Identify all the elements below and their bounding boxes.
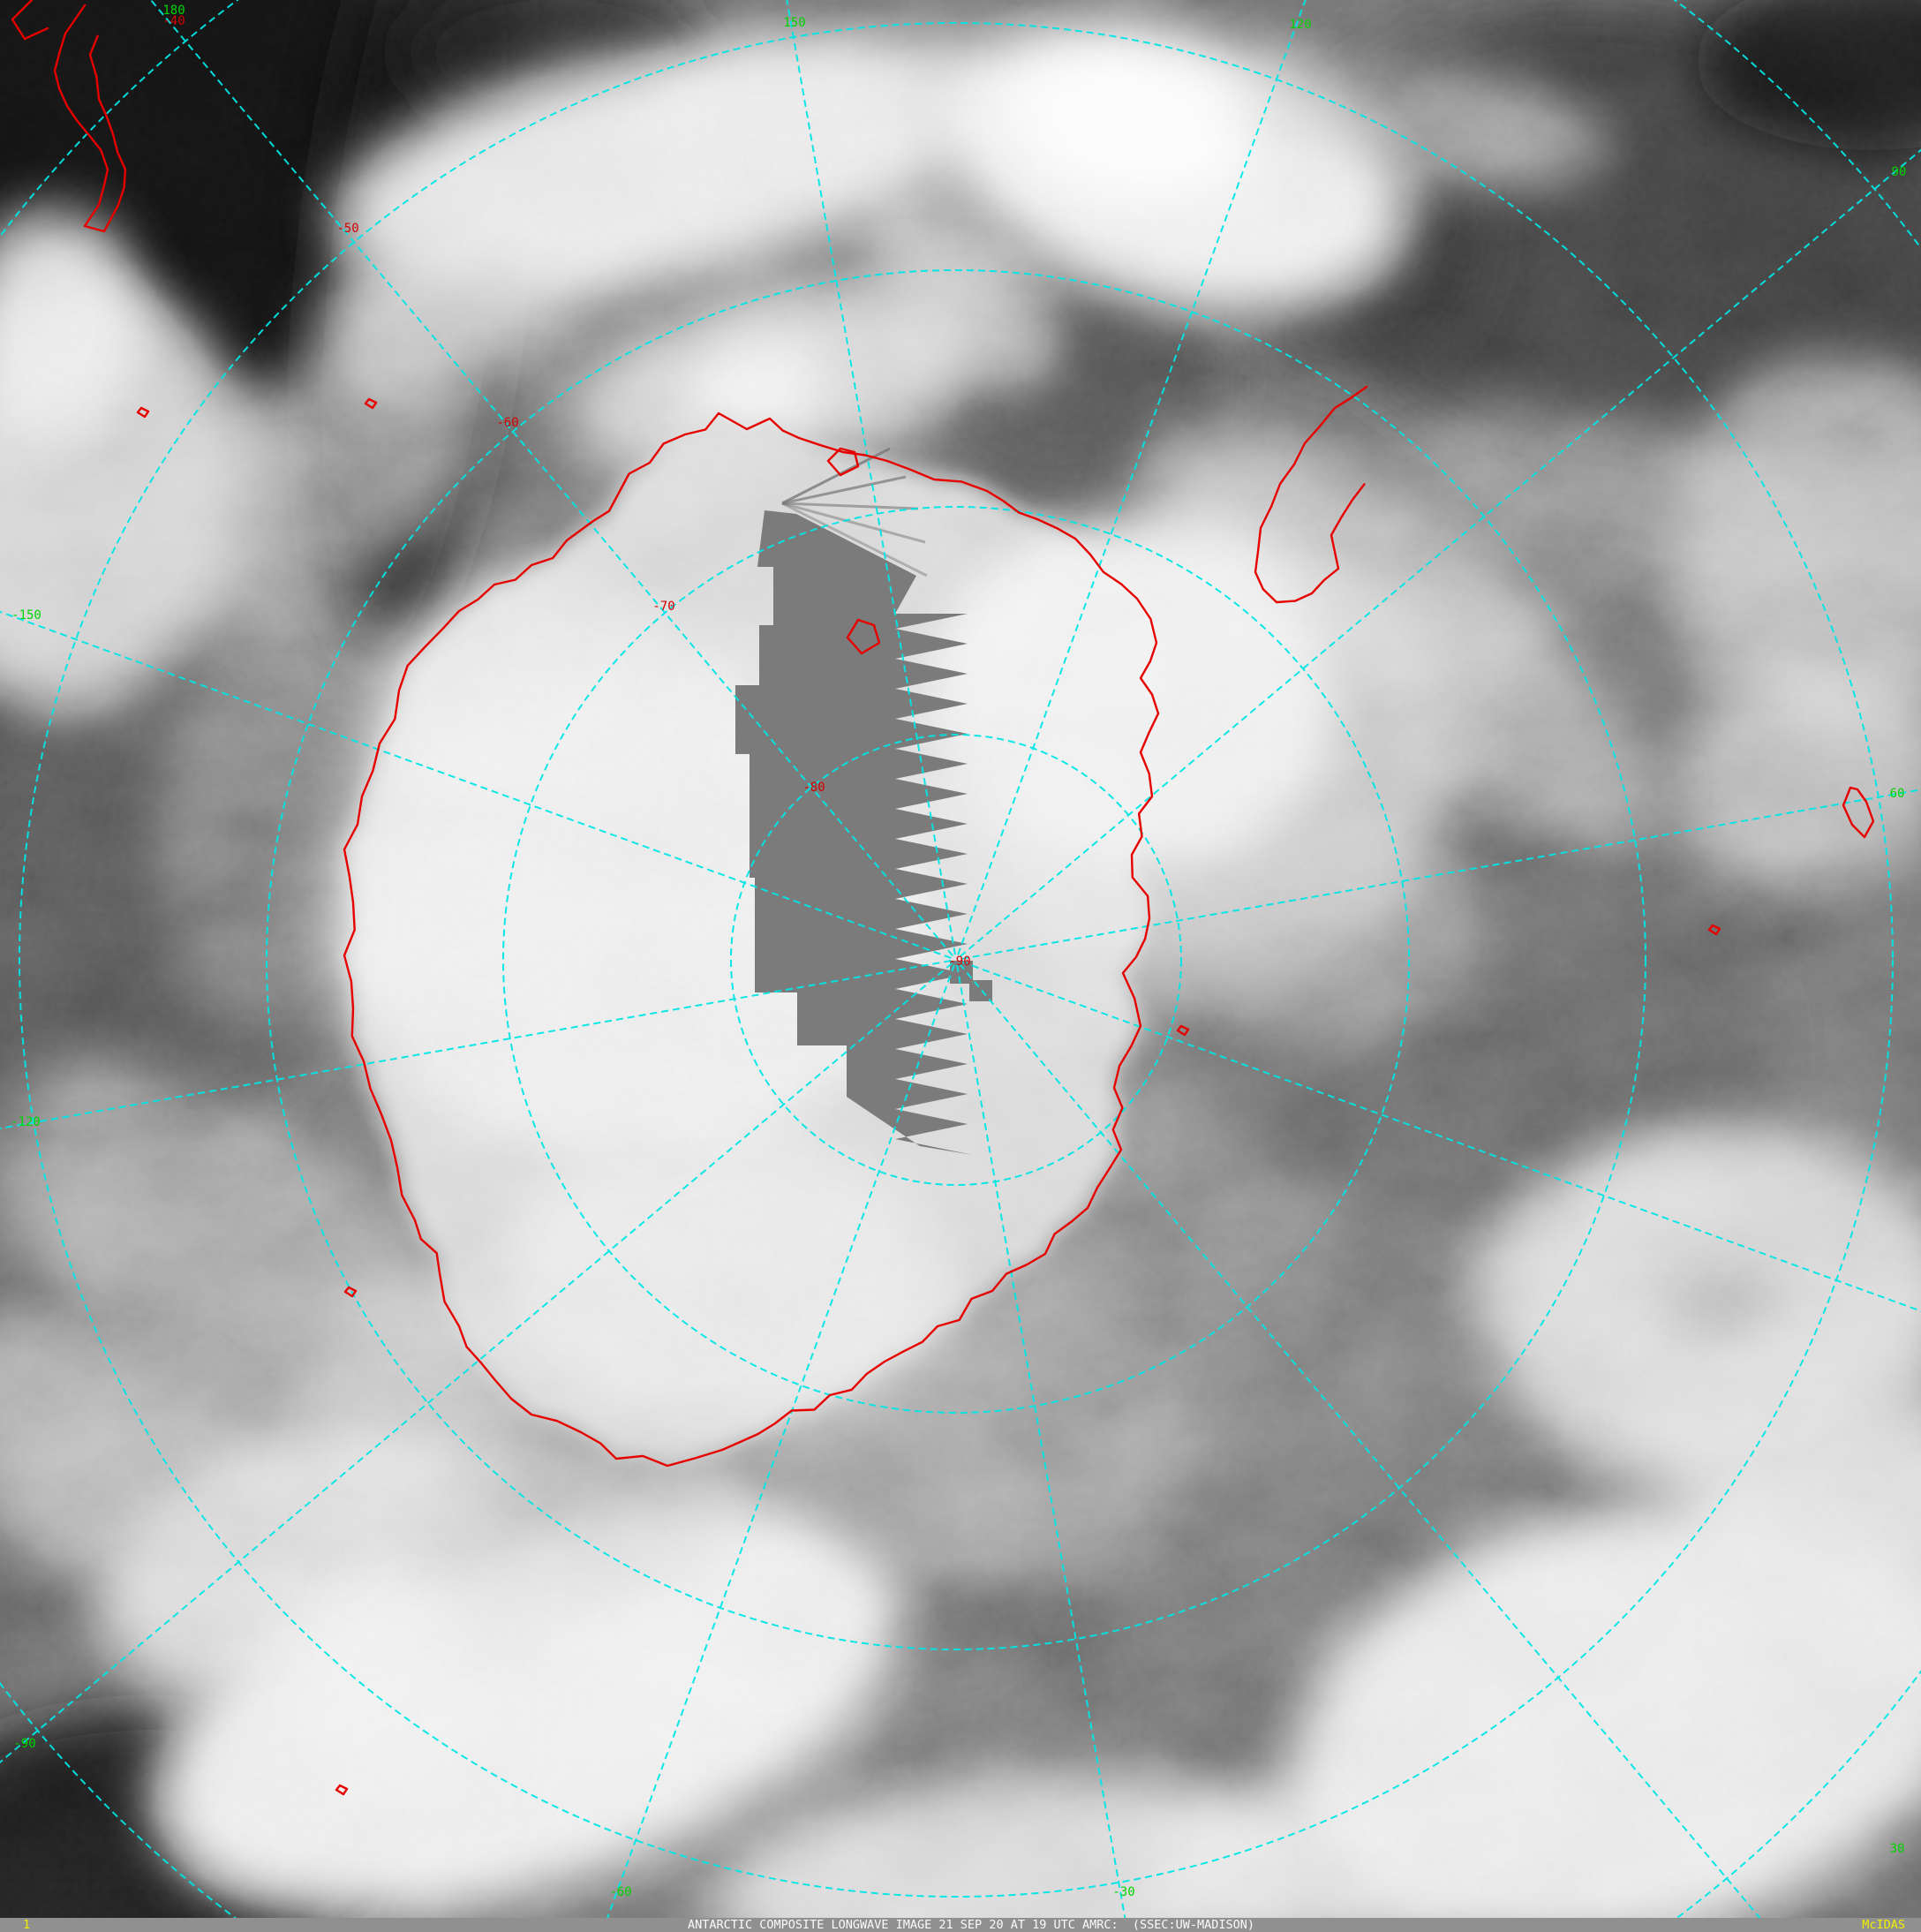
latitude-circle [730, 734, 1182, 1186]
latitude-circle [266, 269, 1646, 1650]
small-island [343, 1286, 358, 1298]
longitude-label: 30 [1890, 1842, 1905, 1856]
meridian-line [959, 148, 1921, 957]
latitude-circle [502, 506, 1410, 1414]
small-island [364, 397, 378, 410]
status-bar: 1 ANTARCTIC COMPOSITE LONGWAVE IMAGE 21 … [0, 1918, 1921, 1932]
latitude-label: -60 [496, 416, 518, 430]
grid-labels: 180 150 120 90 60 30 -150 -120 -90 -60 -30 -40 -50 -6… [11, 4, 1906, 1899]
longitude-label: 150 [783, 16, 805, 30]
longitude-label: -150 [11, 608, 41, 623]
longitude-label: 60 [1890, 787, 1905, 801]
latitude-label: -40 [162, 14, 185, 28]
small-island [136, 406, 150, 419]
latitude-circle [19, 22, 1894, 1898]
small-island [1707, 924, 1721, 936]
south-america-coastline [1254, 385, 1368, 604]
small-island [335, 1784, 349, 1796]
longitude-label: -30 [1112, 1885, 1134, 1899]
longitude-label: -90 [13, 1737, 35, 1751]
antarctica-coastline [343, 411, 1160, 1468]
missing-data-wedge [735, 447, 992, 1155]
latitude-label: -90 [948, 955, 970, 969]
image-caption: ANTARCTIC COMPOSITE LONGWAVE IMAGE 21 SE… [687, 1918, 1255, 1932]
longitude-label: -60 [609, 1885, 631, 1899]
latitude-label: -50 [336, 222, 358, 236]
meridian-line [0, 962, 953, 1764]
longitude-label: 120 [1289, 18, 1311, 32]
island-coastline [53, 4, 127, 233]
latitude-label: -70 [652, 600, 674, 614]
coastline-layer [11, 0, 1875, 1796]
longitude-label: -120 [11, 1115, 41, 1129]
small-island [1176, 1024, 1190, 1037]
meridian-line [149, 0, 953, 957]
longitude-label: 90 [1892, 165, 1907, 179]
meridian-line [959, 962, 1774, 1932]
mcidas-brand-label: McIDAS [1862, 1918, 1905, 1932]
frame-number: 1 [23, 1918, 31, 1932]
longitude-label: 180 [162, 4, 185, 18]
latitude-label: -80 [802, 781, 825, 795]
